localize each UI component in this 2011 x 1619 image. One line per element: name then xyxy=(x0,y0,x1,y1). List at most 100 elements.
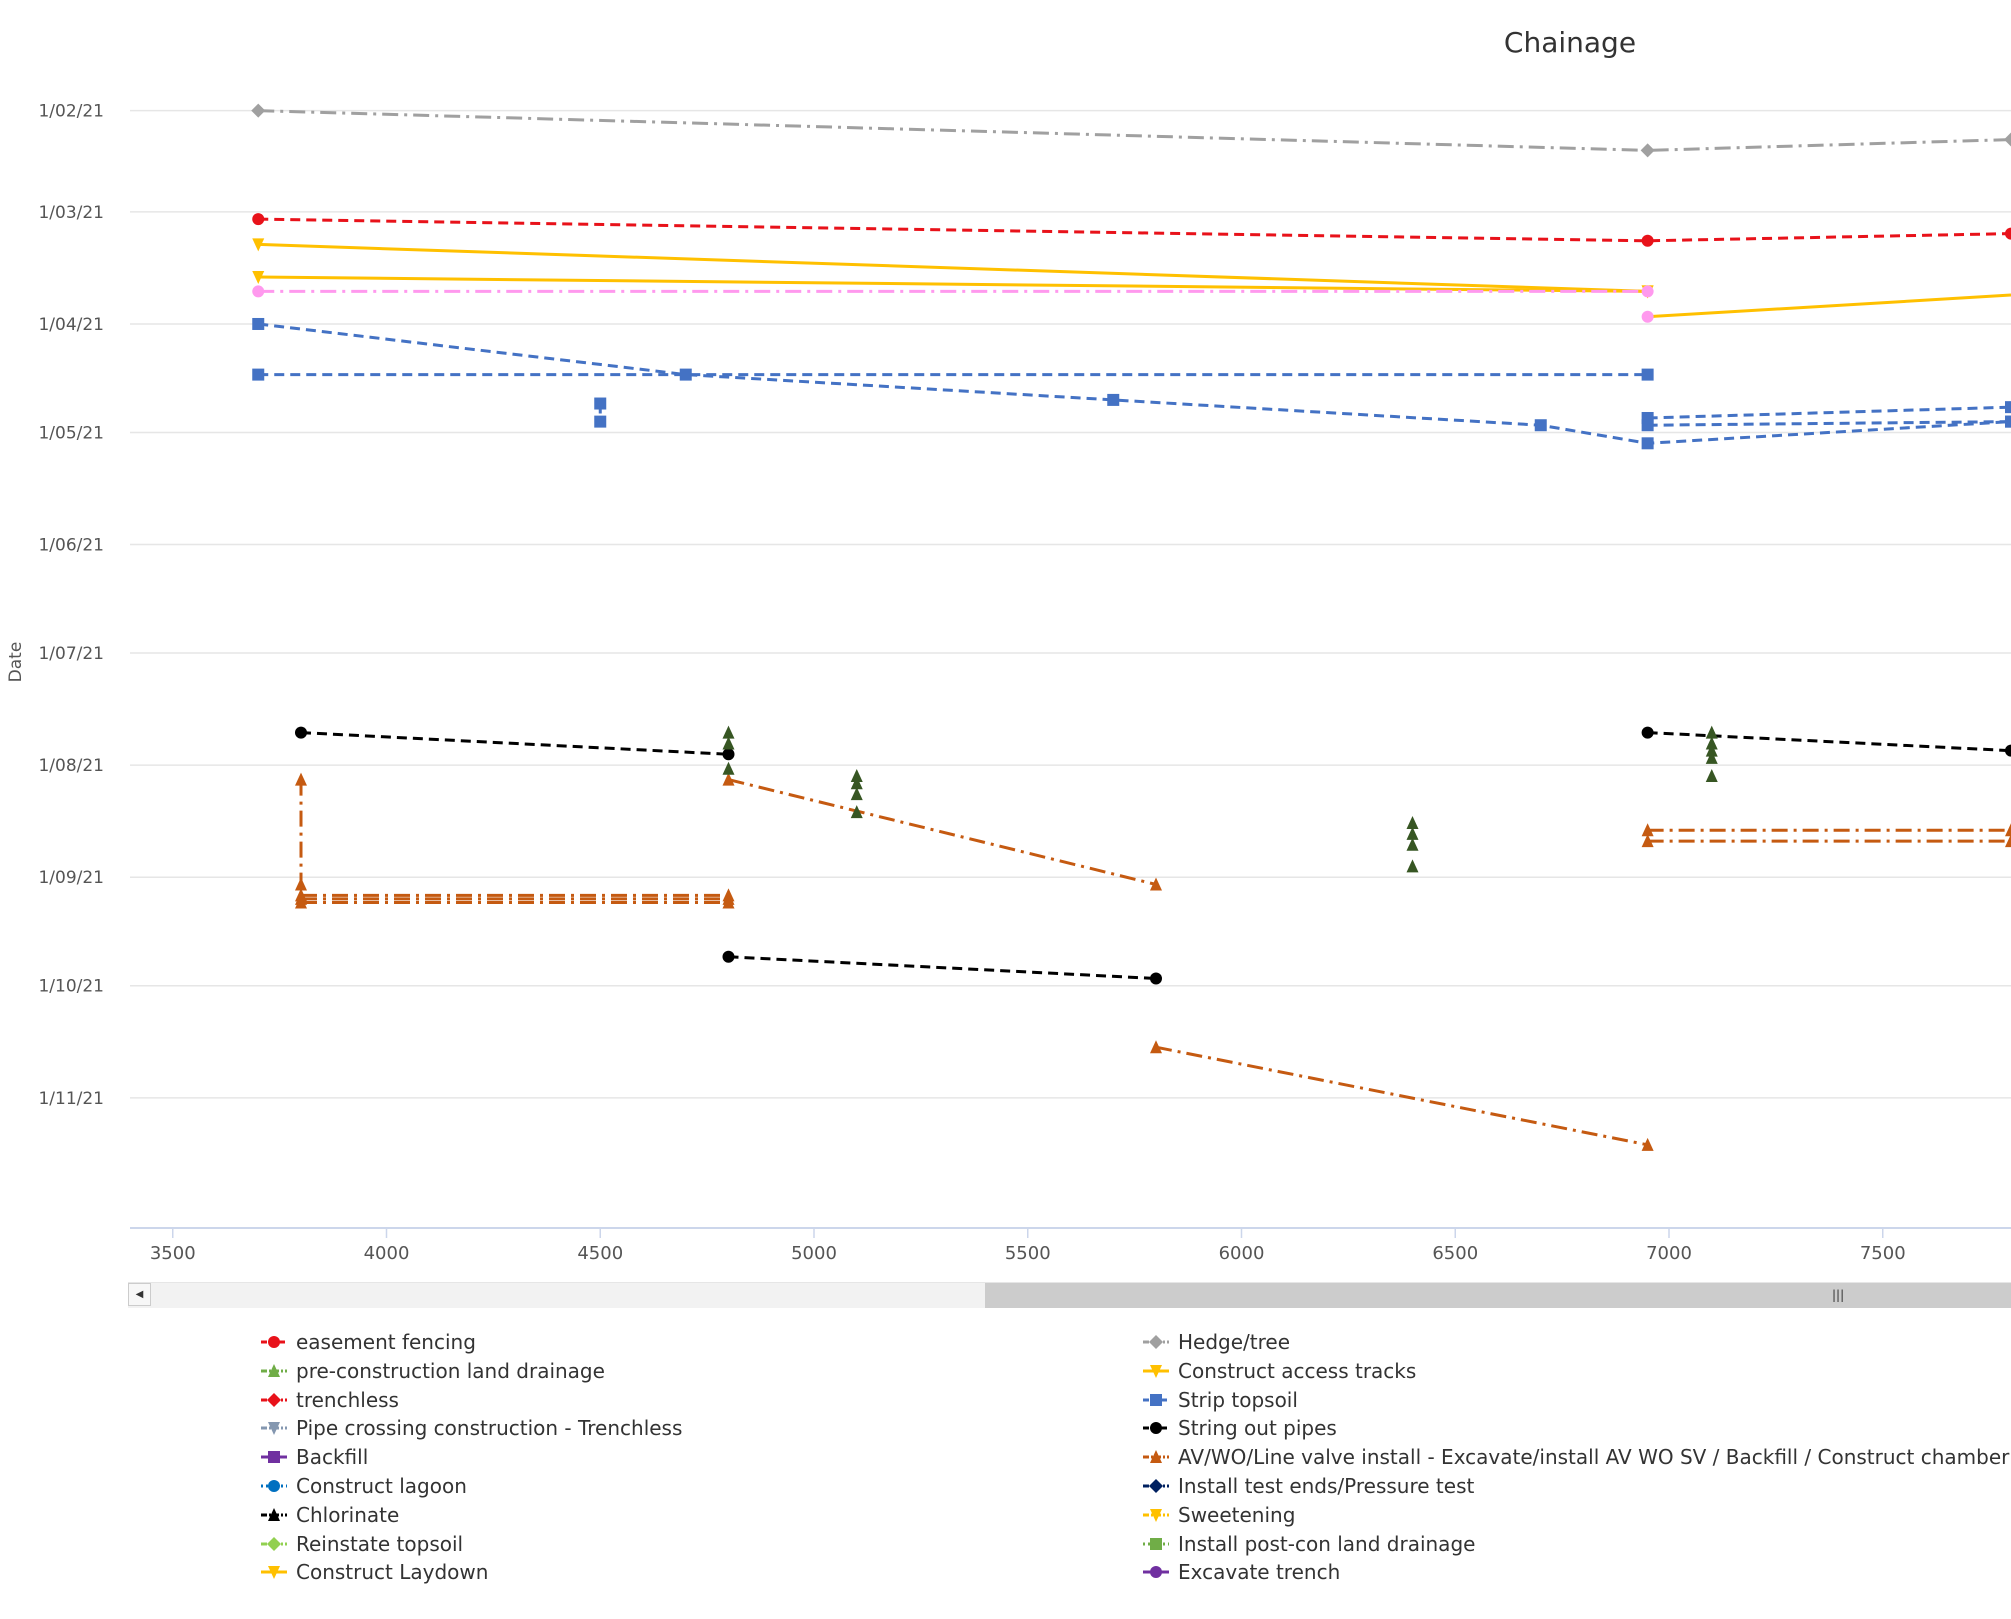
legend-marker-icon[interactable] xyxy=(1150,1566,1162,1579)
series-line[interactable] xyxy=(728,778,1157,886)
data-point[interactable] xyxy=(1641,285,1654,298)
series-line[interactable] xyxy=(1647,293,2011,319)
data-point[interactable] xyxy=(2005,823,2011,837)
legend-item[interactable]: trenchless xyxy=(260,1386,399,1414)
data-point[interactable] xyxy=(1150,1040,1162,1054)
data-point[interactable] xyxy=(295,772,307,786)
data-point[interactable] xyxy=(1406,859,1419,873)
data-point[interactable] xyxy=(1705,736,1718,750)
data-point[interactable] xyxy=(1150,877,1162,891)
series-line[interactable] xyxy=(300,731,729,756)
scroll-left-arrow-icon[interactable]: ◀ xyxy=(128,1283,151,1306)
data-point[interactable] xyxy=(1641,310,1654,323)
data-point[interactable] xyxy=(252,368,265,381)
data-point[interactable] xyxy=(722,736,735,750)
data-point[interactable] xyxy=(1406,826,1419,840)
series-line[interactable] xyxy=(1647,731,2011,753)
series-line[interactable] xyxy=(728,955,1157,980)
legend-item[interactable]: Construct access tracks xyxy=(1142,1357,1416,1385)
data-point[interactable] xyxy=(850,787,863,801)
data-point[interactable] xyxy=(722,761,735,775)
data-point[interactable] xyxy=(850,768,863,782)
legend-marker-icon[interactable] xyxy=(267,1392,281,1407)
legend-marker-icon[interactable] xyxy=(1150,1364,1162,1378)
data-point[interactable] xyxy=(252,238,265,252)
data-point[interactable] xyxy=(722,748,735,761)
legend-marker-icon[interactable] xyxy=(1149,1335,1163,1349)
legend-marker-icon[interactable] xyxy=(268,1422,280,1436)
legend-marker-icon[interactable] xyxy=(1150,1508,1162,1522)
data-point[interactable] xyxy=(1705,750,1718,764)
legend-marker-icon[interactable] xyxy=(1150,1537,1162,1550)
legend-item[interactable]: String out pipes xyxy=(1142,1414,1337,1442)
legend-marker-icon[interactable] xyxy=(1150,1450,1162,1464)
data-point[interactable] xyxy=(251,103,266,118)
data-point[interactable] xyxy=(1406,815,1419,829)
data-point[interactable] xyxy=(1705,743,1718,757)
data-point[interactable] xyxy=(252,317,265,330)
legend-item[interactable]: Pipe crossing construction - Trenchless xyxy=(260,1414,682,1442)
legend-item[interactable]: Hedge/tree xyxy=(1142,1328,1290,1356)
series-line[interactable] xyxy=(258,217,2011,243)
legend-item[interactable]: Sweetening xyxy=(1142,1501,1295,1529)
data-point[interactable] xyxy=(1107,393,1120,406)
data-point[interactable] xyxy=(295,877,307,891)
legend-item[interactable]: Backfill xyxy=(260,1443,368,1471)
data-point[interactable] xyxy=(1640,143,1655,158)
legend-marker-icon[interactable] xyxy=(268,1480,280,1492)
data-point[interactable] xyxy=(1641,234,1654,247)
data-point[interactable] xyxy=(2005,401,2011,414)
data-point[interactable] xyxy=(1641,437,1654,450)
series-line[interactable] xyxy=(1647,420,2011,427)
legend-item[interactable]: Excavate trench xyxy=(1142,1558,1340,1586)
legend-marker-icon[interactable] xyxy=(267,1536,281,1551)
legend-marker-icon[interactable] xyxy=(268,1363,280,1377)
legend-marker-icon[interactable] xyxy=(1150,1393,1162,1406)
data-point[interactable] xyxy=(2005,415,2011,428)
legend-marker-icon[interactable] xyxy=(268,1566,280,1580)
data-point[interactable] xyxy=(1641,726,1654,739)
data-point[interactable] xyxy=(1705,768,1718,782)
data-point[interactable] xyxy=(295,726,307,739)
data-point[interactable] xyxy=(594,415,607,428)
series-line[interactable] xyxy=(258,242,1648,293)
legend-marker-icon[interactable] xyxy=(268,1451,280,1464)
data-point[interactable] xyxy=(295,895,307,909)
data-point[interactable] xyxy=(722,772,735,786)
scrollbar-thumb[interactable]: ||| xyxy=(985,1283,2011,1308)
data-point[interactable] xyxy=(722,725,735,739)
data-point[interactable] xyxy=(1641,419,1654,432)
legend-marker-icon[interactable] xyxy=(268,1336,280,1348)
data-point[interactable] xyxy=(722,950,735,963)
legend-marker-icon[interactable] xyxy=(1150,1422,1162,1435)
legend-item[interactable]: pre-construction land drainage xyxy=(260,1357,605,1385)
series-line[interactable] xyxy=(258,275,1648,293)
series-line[interactable] xyxy=(258,322,2011,445)
data-point[interactable] xyxy=(2004,132,2011,147)
legend-item[interactable]: Strip topsoil xyxy=(1142,1386,1298,1414)
series-line[interactable] xyxy=(1647,405,2011,420)
legend-item[interactable]: Reinstate topsoil xyxy=(260,1530,463,1558)
data-point[interactable] xyxy=(2005,744,2011,757)
data-point[interactable] xyxy=(252,213,265,226)
legend-marker-icon[interactable] xyxy=(268,1507,280,1521)
data-point[interactable] xyxy=(1534,419,1547,432)
data-point[interactable] xyxy=(679,368,692,381)
data-point[interactable] xyxy=(722,895,735,909)
legend-marker-icon[interactable] xyxy=(1149,1479,1163,1493)
data-point[interactable] xyxy=(1641,834,1654,848)
data-point[interactable] xyxy=(1641,1137,1654,1151)
data-point[interactable] xyxy=(850,776,863,790)
data-point[interactable] xyxy=(2005,227,2011,240)
horizontal-scrollbar[interactable]: ◀ ||| xyxy=(128,1282,2011,1308)
legend-item[interactable]: Construct lagoon xyxy=(260,1472,467,1500)
data-point[interactable] xyxy=(850,805,863,819)
series-line[interactable] xyxy=(1155,1045,1648,1147)
data-point[interactable] xyxy=(1150,972,1162,985)
data-point[interactable] xyxy=(1641,823,1654,837)
data-point[interactable] xyxy=(252,270,265,284)
legend-item[interactable]: Install post-con land drainage xyxy=(1142,1530,1475,1558)
series-line[interactable] xyxy=(258,109,2011,152)
data-point[interactable] xyxy=(252,285,265,298)
data-point[interactable] xyxy=(1641,368,1654,381)
